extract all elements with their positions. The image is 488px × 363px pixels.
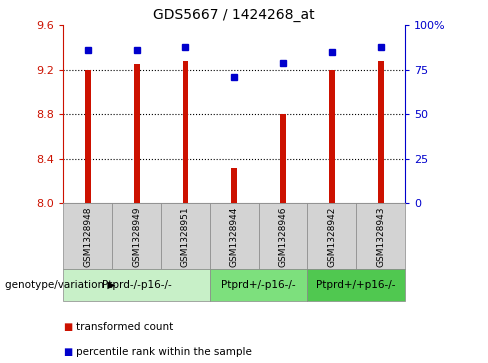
Bar: [210, 269, 307, 301]
Text: ■: ■: [63, 322, 73, 332]
Bar: [161, 203, 210, 269]
Text: GSM1328948: GSM1328948: [83, 207, 92, 267]
Text: genotype/variation ▶: genotype/variation ▶: [5, 280, 115, 290]
Text: ■: ■: [63, 347, 73, 357]
Text: percentile rank within the sample: percentile rank within the sample: [76, 347, 251, 357]
Text: GSM1328942: GSM1328942: [327, 207, 336, 267]
Title: GDS5667 / 1424268_at: GDS5667 / 1424268_at: [153, 8, 315, 22]
Bar: [280, 114, 286, 203]
Bar: [63, 203, 112, 269]
Bar: [231, 168, 237, 203]
Bar: [356, 203, 405, 269]
Text: GSM1328943: GSM1328943: [376, 207, 385, 267]
Text: Ptprd+/-p16-/-: Ptprd+/-p16-/-: [222, 280, 296, 290]
Bar: [378, 61, 384, 203]
Bar: [307, 203, 356, 269]
Text: transformed count: transformed count: [76, 322, 173, 332]
Text: GSM1328946: GSM1328946: [279, 207, 287, 267]
Text: GSM1328951: GSM1328951: [181, 207, 190, 267]
Bar: [85, 70, 91, 203]
Bar: [134, 64, 140, 203]
Text: GSM1328949: GSM1328949: [132, 207, 141, 267]
Bar: [329, 70, 335, 203]
Text: Ptprd-/-p16-/-: Ptprd-/-p16-/-: [102, 280, 171, 290]
Bar: [210, 203, 259, 269]
Bar: [112, 203, 161, 269]
Text: Ptprd+/+p16-/-: Ptprd+/+p16-/-: [317, 280, 396, 290]
Bar: [259, 203, 307, 269]
Bar: [63, 269, 210, 301]
Bar: [307, 269, 405, 301]
Bar: [183, 61, 188, 203]
Text: GSM1328944: GSM1328944: [230, 207, 239, 267]
